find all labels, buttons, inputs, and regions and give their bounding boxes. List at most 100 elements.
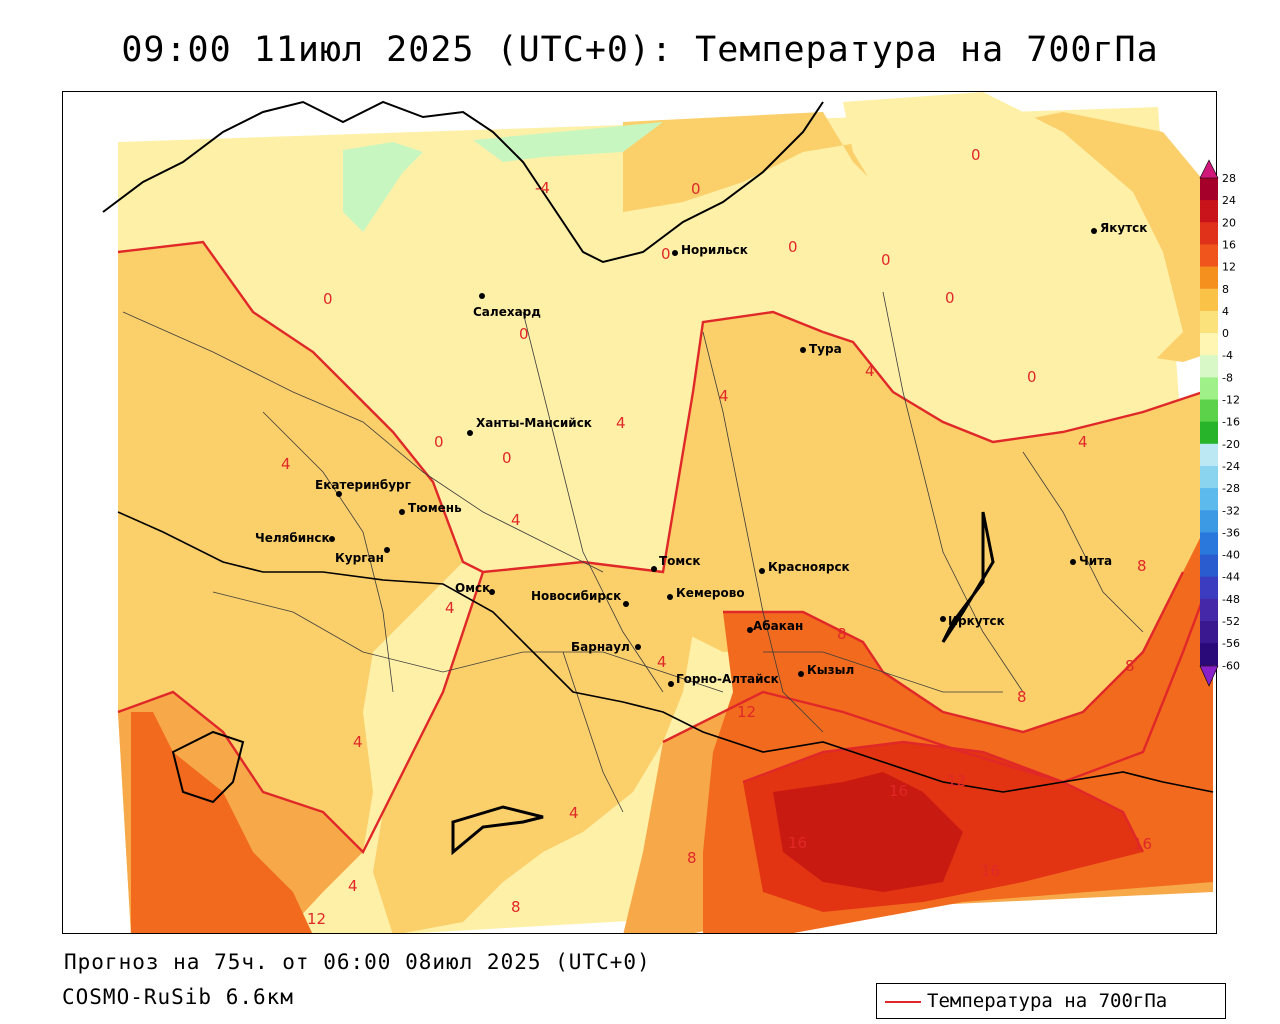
svg-text:4: 4 xyxy=(1078,433,1088,451)
city-salekhard: Салехард xyxy=(473,293,541,319)
lake-balkhash xyxy=(451,805,544,856)
svg-text:Норильск: Норильск xyxy=(681,243,748,257)
lake-baikal xyxy=(941,511,995,643)
colorbar-cell xyxy=(1200,421,1218,445)
region-borders xyxy=(122,291,1144,813)
city-novosibirsk: Новосибирск xyxy=(531,589,629,607)
colorbar-tick-label: -4 xyxy=(1222,349,1233,362)
legend-line-swatch xyxy=(885,1001,921,1003)
svg-text:4: 4 xyxy=(281,455,291,473)
svg-text:Салехард: Салехард xyxy=(473,305,541,319)
svg-text:Чита: Чита xyxy=(1079,554,1112,568)
colorbar-cell xyxy=(1200,222,1218,245)
colorbar-tick-label: -44 xyxy=(1222,571,1240,584)
colorbar: 28 24 20 16 12 8 4 0 -4 -8 -12 -16 -20 -24 -28 -32 -36 -4… xyxy=(1199,159,1240,687)
city-irkutsk: Иркутск xyxy=(940,614,1005,628)
contour-16 xyxy=(742,740,1145,853)
svg-text:4: 4 xyxy=(348,877,358,895)
city-krasnoyarsk: Красноярск xyxy=(759,560,850,574)
coastline xyxy=(102,100,824,264)
svg-text:Екатеринбург: Екатеринбург xyxy=(315,478,411,492)
temperature-contours xyxy=(117,240,1215,855)
colorbar-tick-label: -36 xyxy=(1222,526,1240,539)
colorbar-tick-label: -56 xyxy=(1222,637,1240,650)
svg-text:12: 12 xyxy=(307,910,326,928)
colorbar-cell xyxy=(1200,598,1218,622)
forecast-info: Прогноз на 75ч. от 06:00 08июл 2025 (UTC… xyxy=(64,950,651,974)
svg-text:Ханты-Мансийск: Ханты-Мансийск xyxy=(476,416,592,430)
colorbar-tick-label: 16 xyxy=(1222,238,1236,251)
colorbar-tick-label: -24 xyxy=(1222,460,1240,473)
colorbar-ticks: 28 24 20 16 12 8 4 0 -4 -8 -12 -16 -20 -24 -28 -32 -36 -4… xyxy=(1222,172,1240,672)
colorbar-cell xyxy=(1200,621,1218,644)
svg-text:Новосибирск: Новосибирск xyxy=(531,589,621,603)
svg-text:4: 4 xyxy=(445,599,455,617)
colorbar-tick-label: -28 xyxy=(1222,482,1240,495)
colorbar-tick-label: 20 xyxy=(1222,216,1236,229)
temperature-map: Якутск Норильск Салехард Тура Ханты-Манс… xyxy=(102,92,1215,933)
svg-text:8: 8 xyxy=(1017,688,1027,706)
colorbar-cell xyxy=(1200,266,1218,290)
city-abakan: Абакан xyxy=(747,619,803,633)
colorbar-tick-label: -48 xyxy=(1222,593,1240,606)
colorbar-tick-label: 28 xyxy=(1222,172,1236,185)
colorbar-top-arrow xyxy=(1199,159,1219,179)
svg-text:12: 12 xyxy=(737,703,756,721)
city-tura: Тура xyxy=(800,342,842,356)
svg-text:4: 4 xyxy=(511,511,521,529)
colorbar-cell xyxy=(1200,532,1218,556)
city-norilsk: Норильск xyxy=(672,243,748,257)
colorbar-cell xyxy=(1200,333,1218,356)
svg-text:-4: -4 xyxy=(535,179,550,197)
svg-text:0: 0 xyxy=(1027,368,1037,386)
svg-text:4: 4 xyxy=(865,362,875,380)
svg-text:Кемерово: Кемерово xyxy=(676,586,745,600)
colorbar-cell xyxy=(1200,355,1218,378)
svg-text:Абакан: Абакан xyxy=(753,619,803,633)
svg-text:4: 4 xyxy=(657,653,667,671)
colorbar-cell xyxy=(1200,310,1218,334)
colorbar-tick-label: 4 xyxy=(1222,305,1229,318)
city-gorno-altaysk: Горно-Алтайск xyxy=(668,672,779,687)
colorbar-tick-label: -32 xyxy=(1222,504,1240,517)
colorbar-cell xyxy=(1200,288,1218,312)
colorbar-cell xyxy=(1200,244,1218,268)
svg-text:Горно-Алтайск: Горно-Алтайск xyxy=(676,672,779,686)
city-markers: Якутск Норильск Салехард Тура Ханты-Манс… xyxy=(255,221,1147,687)
svg-text:0: 0 xyxy=(691,180,701,198)
national-border xyxy=(117,511,1214,793)
city-khanty-mansiysk: Ханты-Мансийск xyxy=(467,416,592,436)
colorbar-tick-label: 0 xyxy=(1222,327,1229,340)
city-kyzyl: Кызыл xyxy=(798,663,854,677)
city-yakutsk: Якутск xyxy=(1091,221,1147,235)
colorbar-cell xyxy=(1200,377,1218,400)
colorbar-cell xyxy=(1200,488,1218,511)
contour-8 xyxy=(662,571,1215,784)
svg-text:4: 4 xyxy=(353,733,363,751)
svg-text:Тура: Тура xyxy=(809,342,842,356)
city-barnaul: Барнаул xyxy=(571,640,641,654)
svg-text:16: 16 xyxy=(1133,835,1152,853)
svg-text:Иркутск: Иркутск xyxy=(948,614,1005,628)
colorbar-tick-label: -40 xyxy=(1222,549,1240,562)
contour-4 xyxy=(117,571,485,855)
city-yekaterinburg: Екатеринбург xyxy=(315,478,411,497)
colorbar-tick-label: 24 xyxy=(1222,194,1236,207)
legend: Температура на 700гПа xyxy=(876,983,1226,1019)
svg-text:Томск: Томск xyxy=(659,554,701,568)
colorbar-tick-label: -16 xyxy=(1222,416,1240,429)
colorbar-tick-label: -52 xyxy=(1222,615,1240,628)
aral-sea xyxy=(171,730,245,804)
map-area[interactable]: Якутск Норильск Салехард Тура Ханты-Манс… xyxy=(62,91,1217,934)
svg-text:16: 16 xyxy=(788,834,807,852)
svg-text:4: 4 xyxy=(569,804,579,822)
colorbar-cell xyxy=(1200,465,1218,489)
band-neg-4-0-b xyxy=(473,122,663,162)
contour-labels: 0 0 0 0 0 0 0 0 0 0 0 -4 4 4 4 4 4 4 4 4… xyxy=(281,146,1152,928)
svg-text:Кызыл: Кызыл xyxy=(807,663,854,677)
legend-label: Температура на 700гПа xyxy=(927,990,1168,1012)
band-neg-4-0 xyxy=(343,142,423,232)
svg-text:0: 0 xyxy=(881,251,891,269)
svg-text:0: 0 xyxy=(323,290,333,308)
contour-4-east xyxy=(822,330,1204,444)
